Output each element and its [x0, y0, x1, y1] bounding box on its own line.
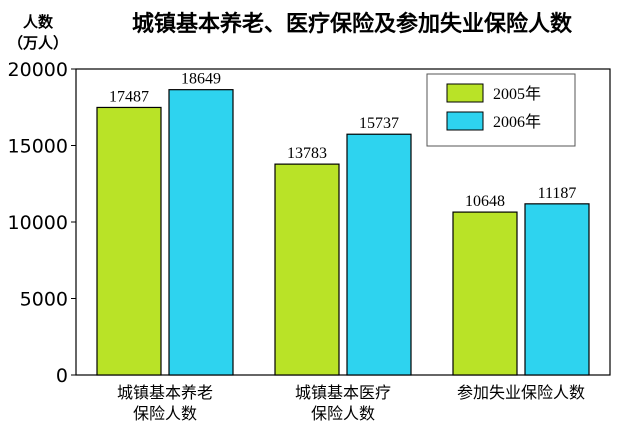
- bar-value-label: 11187: [538, 185, 577, 202]
- bar: [452, 211, 518, 376]
- bar-value-label: 18649: [181, 71, 221, 88]
- bar-series: [96, 89, 590, 376]
- bar-value-label: 10648: [465, 193, 505, 210]
- x-category-label: 保险人数: [133, 404, 197, 423]
- chart-title: 城镇基本养老、医疗保险及参加失业保险人数: [132, 11, 573, 37]
- bar: [96, 106, 162, 376]
- y-axis-label-line-1: 人数: [23, 13, 54, 31]
- y-tick-label: 20000: [8, 59, 68, 81]
- x-category-label: 参加失业保险人数: [457, 383, 585, 402]
- legend-swatch: [446, 111, 484, 131]
- bar: [274, 163, 340, 376]
- y-axis-label-line-2: （万人）: [8, 34, 68, 52]
- legend-swatch: [446, 83, 484, 103]
- y-tick-label: 15000: [8, 136, 68, 158]
- legend: 2005年 2006年: [426, 73, 576, 147]
- x-category-label: 城镇基本医疗: [295, 383, 391, 402]
- y-tick-label: 5000: [20, 289, 68, 311]
- bar: [524, 203, 590, 376]
- x-category-label: 城镇基本养老: [117, 383, 213, 402]
- bar: [168, 89, 234, 376]
- y-tick-label: 0: [56, 365, 68, 387]
- data-labels: 17487 18649 13783 15737 10648 11187: [109, 71, 576, 210]
- y-tick-label: 10000: [8, 212, 68, 234]
- bar-value-label: 13783: [287, 145, 327, 162]
- bar-value-label: 17487: [109, 88, 149, 105]
- legend-label: 2006年: [493, 113, 541, 131]
- legend-label: 2005年: [493, 85, 541, 103]
- x-category-label: 保险人数: [311, 404, 375, 423]
- y-axis: 0 5000 10000 15000 20000: [8, 59, 76, 387]
- bar: [346, 133, 412, 376]
- bar-value-label: 15737: [359, 115, 399, 132]
